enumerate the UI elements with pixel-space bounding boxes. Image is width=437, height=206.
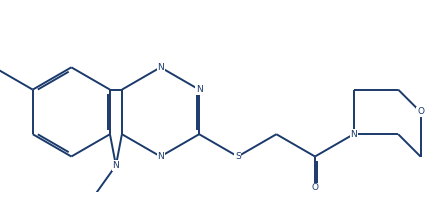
Text: N: N [157,152,164,161]
Text: N: N [350,130,357,139]
Text: N: N [113,161,119,170]
Text: O: O [312,183,319,192]
Text: N: N [157,63,164,72]
Text: O: O [417,107,424,116]
Text: N: N [196,85,202,94]
Text: S: S [235,152,241,161]
